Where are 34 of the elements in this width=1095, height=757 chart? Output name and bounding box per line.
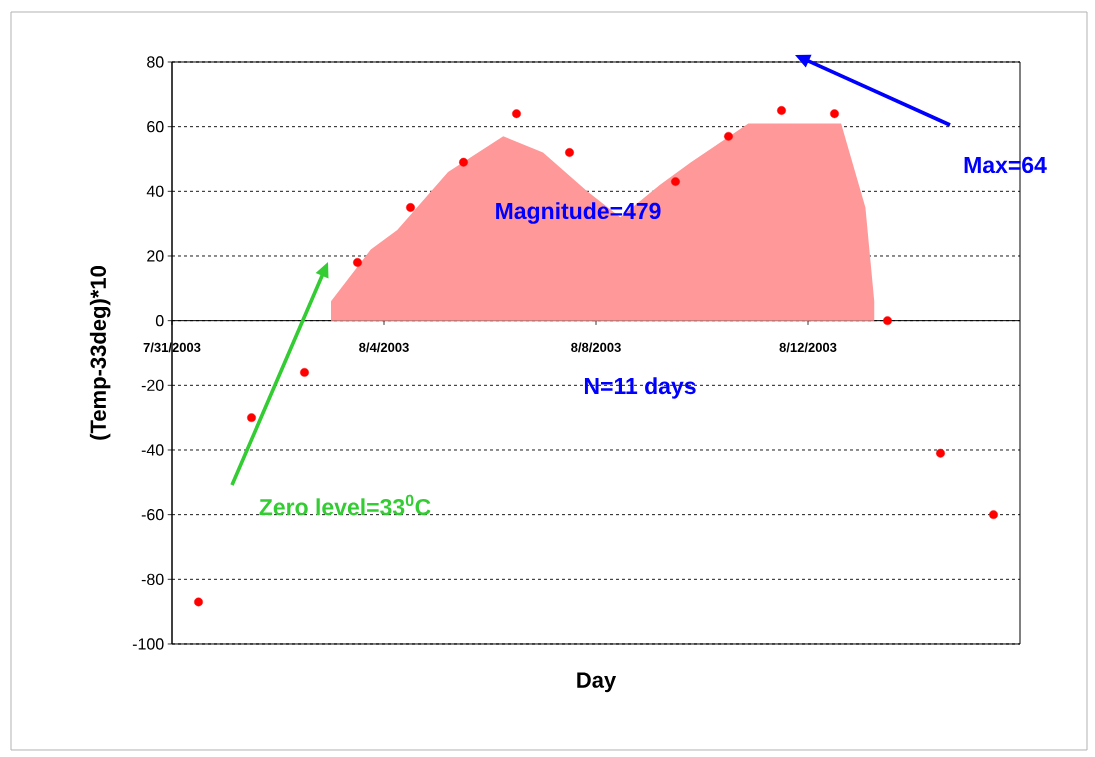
annotation: Zero level=33$^{0}$C [259,494,431,516]
point [724,131,733,141]
y-tick-label: -60 [141,508,164,521]
point [671,177,680,187]
x-axis-title: Day [577,672,617,693]
point [247,413,256,423]
point [194,597,203,607]
y-tick-label: -80 [141,573,164,585]
y-tick-label: -100 [132,638,164,650]
point [936,448,945,458]
point [353,258,362,267]
point [512,109,521,119]
y-tick-label: 20 [147,250,164,262]
y-tick-label: 80 [147,56,164,68]
y-tick-label: 40 [146,185,164,197]
point [300,367,309,377]
y-tick-label: -20 [141,379,164,391]
point [459,157,468,167]
x-tick-label: 8/8/2003 [571,342,621,353]
point [565,148,574,157]
y-tick-label: 60 [147,121,164,133]
annotation: Max=64 [964,156,1047,174]
annotation: Magnitude=479 [496,202,661,224]
point [989,510,998,520]
point [777,106,786,115]
point [406,203,415,212]
point [830,109,839,119]
y-tick-label: 0 [155,315,164,327]
x-tick-label: 8/12/2003 [779,342,837,353]
x-tick-label: 8/4/2003 [359,342,409,353]
point [883,316,892,326]
y-tick-label: -40 [141,444,164,456]
annotation: N=11 days [584,377,696,399]
y-axis-title: (Temp-33deg)*10 [89,266,111,440]
